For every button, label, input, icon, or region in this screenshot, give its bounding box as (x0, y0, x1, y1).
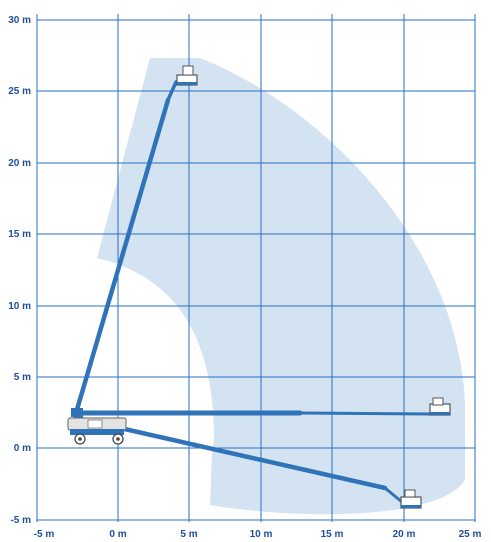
vertical-gridlines (36, 14, 476, 522)
y-tick-label: 20 m (8, 158, 31, 169)
boom-elevated (73, 65, 198, 416)
boom-below-grade (73, 415, 422, 509)
x-tick-label: 10 m (250, 529, 273, 540)
x-tick-label: 0 m (109, 529, 126, 540)
x-tick-label: -5 m (34, 529, 55, 540)
platform-basket-icon (400, 489, 422, 509)
boom-horizontal (73, 397, 451, 416)
x-tick-label: 25 m (459, 529, 482, 540)
x-tick-label: 15 m (321, 529, 344, 540)
platform-basket-icon (429, 397, 451, 416)
y-tick-label: 10 m (8, 301, 31, 312)
x-tick-label: 20 m (393, 529, 416, 540)
y-tick-label: 25 m (8, 86, 31, 97)
boom-lift-machine-icon (67, 408, 127, 445)
working-envelope (97, 58, 465, 515)
y-tick-label: 0 m (14, 443, 31, 454)
x-axis-labels: -5 m 0 m 5 m 10 m 15 m 20 m 25 m (34, 529, 482, 540)
platform-basket-icon (176, 65, 198, 86)
y-tick-label: 30 m (8, 15, 31, 26)
y-tick-label: 15 m (8, 229, 31, 240)
x-tick-label: 5 m (180, 529, 197, 540)
horizontal-gridlines (37, 19, 475, 521)
y-tick-label: -5 m (10, 515, 31, 526)
y-tick-label: 5 m (14, 372, 31, 383)
y-axis-labels: 30 m 25 m 20 m 15 m 10 m 5 m 0 m -5 m (8, 15, 31, 526)
